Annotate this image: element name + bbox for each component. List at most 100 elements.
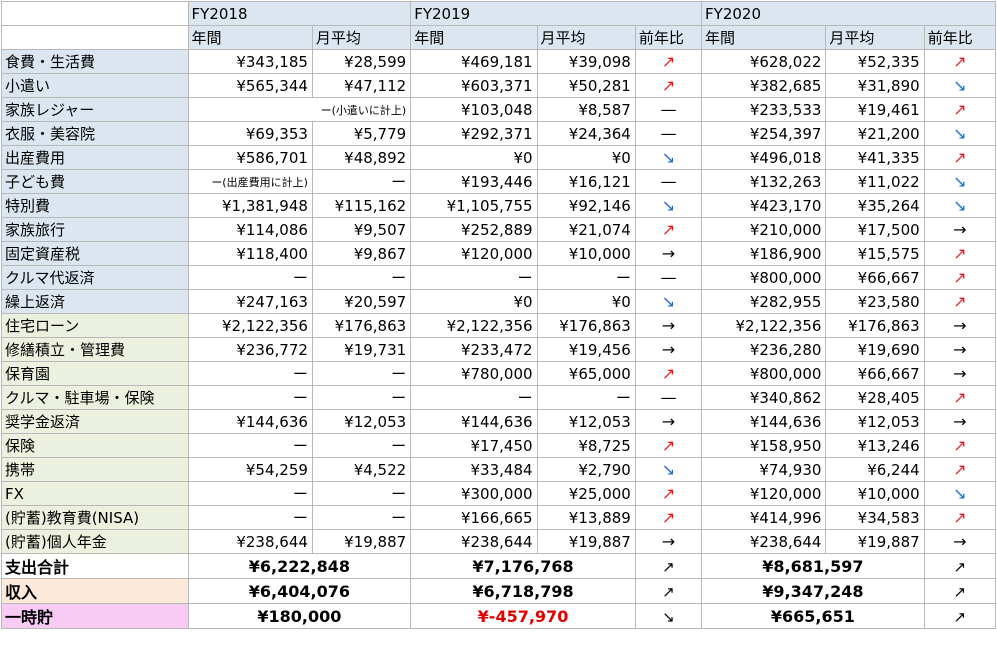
total-2020: ¥665,651	[701, 603, 925, 629]
total-label: 一時貯	[1, 603, 189, 629]
cell-monthly-2018: ¥12,053	[311, 409, 412, 434]
cell-annual-2019: ¥469,181	[410, 49, 538, 74]
cell-monthly-2020: ¥10,000	[825, 481, 925, 506]
cell-annual-2020: ¥132,263	[701, 169, 827, 194]
cell-annual-2019: ー	[410, 385, 538, 410]
row-label: 特別費	[1, 193, 189, 218]
cell-monthly-2019: ¥25,000	[536, 481, 636, 506]
col-yoy-2020: 前年比	[923, 25, 997, 50]
cell-monthly-2019: ¥50,281	[536, 73, 636, 98]
cell-yoy-2020: →	[923, 337, 997, 362]
col-yoy-2019: 前年比	[634, 25, 703, 50]
cell-monthly-2019: ¥8,725	[536, 433, 636, 458]
cell-yoy-2019: ↗	[634, 49, 703, 74]
cell-yoy-2019: ↗	[634, 73, 703, 98]
trend-flat-icon: →	[953, 340, 967, 359]
cell-monthly-2020: ¥13,246	[825, 433, 925, 458]
cell-yoy-2020: ↘	[923, 481, 997, 506]
total-row: 一時貯 ¥180,000 ¥-457,970 ↘ ¥665,651 ↗	[1, 603, 997, 629]
cell-annual-2019: ¥120,000	[410, 241, 538, 266]
row-label: 携帯	[1, 457, 189, 482]
corner-cell	[1, 25, 189, 50]
cell-monthly-2019: ¥24,364	[536, 121, 636, 146]
total-row: 支出合計 ¥6,222,848 ¥7,176,768 ↗ ¥8,681,597 ↗	[1, 553, 997, 579]
cell-yoy-2020: ↗	[923, 433, 997, 458]
cell-monthly-2020: ¥11,022	[825, 169, 925, 194]
cell-annual-2019: ー	[410, 265, 538, 290]
trend-down-icon: ↘	[953, 124, 967, 143]
table-row: 小遣い ¥565,344 ¥47,112 ¥603,371 ¥50,281 ↗ ¥382,6…	[1, 73, 997, 98]
cell-yoy-2019: →	[634, 313, 703, 338]
cell-monthly-2018: ¥176,863	[311, 313, 412, 338]
col-monthly-2019: 月平均	[536, 25, 636, 50]
cell-monthly-2019: ¥10,000	[536, 241, 636, 266]
cell-yoy-2020: ↗	[923, 265, 997, 290]
total-2019: ¥6,718,798	[410, 578, 636, 604]
row-label: クルマ代返済	[1, 265, 189, 290]
total-2019: ¥-457,970	[410, 603, 636, 629]
row-label: 奨学金返済	[1, 409, 189, 434]
table-row: クルマ代返済ーーーー — ¥800,000 ¥66,667 ↗	[1, 265, 997, 290]
cell-annual-2020: ¥236,280	[701, 337, 827, 362]
cell-annual-2018: ー	[187, 433, 313, 458]
trend-icon: ↘	[662, 607, 675, 626]
cell-annual-2019: ¥292,371	[410, 121, 538, 146]
cell-yoy-2020: ↘	[923, 193, 997, 218]
row-label: 住宅ローン	[1, 313, 189, 338]
row-label: 修繕積立・管理費	[1, 337, 189, 362]
cell-monthly-2018: ー	[311, 169, 412, 194]
cell-monthly-2020: ¥66,667	[825, 265, 925, 290]
trend-down-icon: ↘	[661, 292, 676, 311]
table-row: 家族レジャー ー(小遣いに計上) ¥103,048 ¥8,587 — ¥233,533 ¥1…	[1, 97, 997, 122]
cell-monthly-2019: ¥16,121	[536, 169, 636, 194]
cell-monthly-2020: ¥176,863	[825, 313, 925, 338]
col-annual-2020: 年間	[701, 25, 827, 50]
cell-monthly-2020: ¥52,335	[825, 49, 925, 74]
cell-annual-2018: ¥69,353	[187, 121, 313, 146]
cell-monthly-2019: ¥92,146	[536, 193, 636, 218]
trend-up-icon: ↗	[953, 436, 967, 455]
cell-yoy-2019: →	[634, 409, 703, 434]
row-label: 保育園	[1, 361, 189, 386]
cell-annual-2020: ¥238,644	[701, 529, 827, 554]
cell-monthly-2019: ¥176,863	[536, 313, 636, 338]
cell-monthly-2020: ¥28,405	[825, 385, 925, 410]
cell-annual-2019: ¥103,048	[410, 97, 538, 122]
cell-monthly-2020: ¥17,500	[825, 217, 925, 242]
cell-yoy-2020: ↘	[923, 121, 997, 146]
row-label: 固定資産税	[1, 241, 189, 266]
cell-monthly-2020: ¥66,667	[825, 361, 925, 386]
cell-annual-2018: ー	[187, 505, 313, 530]
cell-yoy-2019: →	[634, 241, 703, 266]
cell-annual-2018: ¥247,163	[187, 289, 313, 314]
trend-flat-icon: →	[953, 220, 967, 239]
cell-monthly-2019: ¥8,587	[536, 97, 636, 122]
total-yoy-2019: ↘	[634, 603, 703, 629]
cell-yoy-2020: ↘	[923, 169, 997, 194]
cell-annual-2020: ¥233,533	[701, 97, 827, 122]
cell-annual-2020: ¥282,955	[701, 289, 827, 314]
row-label: 子ども費	[1, 169, 189, 194]
year-header-row: FY2018 FY2019 FY2020	[1, 1, 996, 26]
trend-down-icon: ↘	[953, 76, 967, 95]
cell-annual-2019: ¥252,889	[410, 217, 538, 242]
cell-yoy-2020: ↗	[923, 457, 997, 482]
cell-annual-2018: ¥144,636	[187, 409, 313, 434]
cell-annual-2020: ¥120,000	[701, 481, 827, 506]
cell-monthly-2018: ¥9,867	[311, 241, 412, 266]
table-row: 衣服・美容院 ¥69,353 ¥5,779 ¥292,371 ¥24,364 — ¥254,…	[1, 121, 997, 146]
table-row: 携帯 ¥54,259 ¥4,522 ¥33,484 ¥2,790 ↘ ¥74,930 ¥6,2…	[1, 457, 997, 482]
cell-annual-2020: ¥340,862	[701, 385, 827, 410]
cell-yoy-2019: ↗	[634, 505, 703, 530]
cell-yoy-2020: ↗	[923, 385, 997, 410]
cell-monthly-2018: ¥9,507	[311, 217, 412, 242]
row-label: FX	[1, 481, 189, 506]
col-annual-2019: 年間	[410, 25, 538, 50]
cell-monthly-2018: ー	[311, 481, 412, 506]
cell-monthly-2020: ¥6,244	[825, 457, 925, 482]
cell-monthly-2020: ¥31,890	[825, 73, 925, 98]
cell-monthly-2018: ¥19,887	[311, 529, 412, 554]
cell-yoy-2020: ↗	[923, 145, 997, 170]
cell-yoy-2020: ↗	[923, 289, 997, 314]
cell-monthly-2018: ー	[311, 385, 412, 410]
